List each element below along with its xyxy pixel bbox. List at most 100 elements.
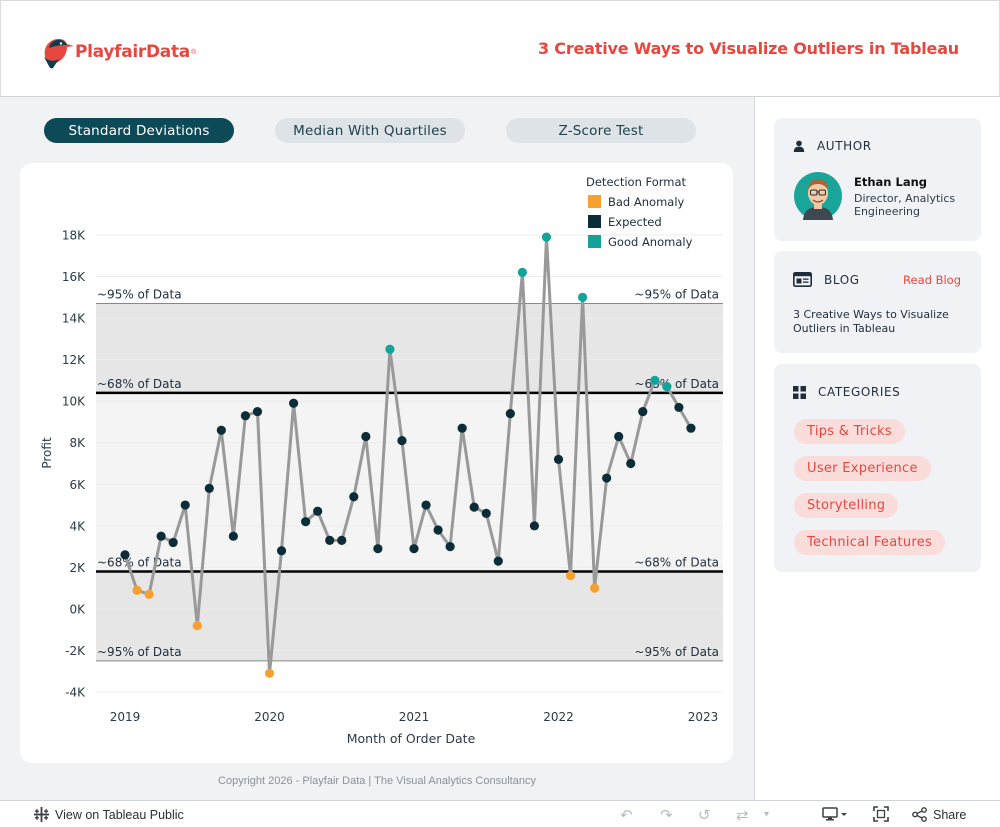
band-label-right: ~95% of Data	[634, 645, 719, 659]
data-point-good-anomaly[interactable]	[662, 382, 672, 392]
dashboard-main: Standard Deviations Median With Quartile…	[0, 97, 754, 800]
author-card: AUTHOR Ethan Lang Director, Analytics En…	[774, 118, 981, 241]
data-point-good-anomaly[interactable]	[577, 292, 588, 302]
band-label-right: ~95% of Data	[634, 288, 719, 302]
avatar[interactable]	[794, 172, 842, 220]
legend-swatch[interactable]	[588, 215, 601, 228]
data-point-bad-anomaly[interactable]	[565, 571, 576, 581]
data-point-expected[interactable]	[433, 525, 443, 535]
data-point-expected[interactable]	[481, 508, 491, 518]
tab-z-score-test[interactable]: Z-Score Test	[506, 118, 696, 143]
data-point-expected[interactable]	[337, 535, 347, 545]
data-point-bad-anomaly[interactable]	[132, 585, 142, 595]
data-point-expected[interactable]	[216, 425, 226, 435]
playfair-logo[interactable]: PlayfairData ®	[39, 31, 196, 73]
data-point-expected[interactable]	[674, 402, 684, 413]
data-point-expected[interactable]	[421, 500, 431, 510]
browser-window-icon	[793, 272, 812, 287]
data-point-expected[interactable]	[156, 531, 166, 541]
tab-standard-deviations[interactable]: Standard Deviations	[44, 118, 234, 143]
category-technical-features[interactable]: Technical Features	[794, 530, 946, 555]
data-point-expected[interactable]	[252, 406, 263, 417]
refresh-dropdown-chevron-icon[interactable]: ▾	[764, 809, 770, 820]
data-point-good-anomaly[interactable]	[385, 344, 395, 354]
data-point-expected[interactable]	[469, 502, 479, 512]
data-point-bad-anomaly[interactable]	[144, 589, 154, 599]
category-storytelling[interactable]: Storytelling	[794, 493, 899, 518]
data-point-expected[interactable]	[529, 521, 540, 531]
y-tick-label: 14K	[62, 312, 86, 326]
outlier-line-chart[interactable]: 18K 16K 14K 12K 10K 8K 6K 4K 2K 0K -2K -4K ~95% of D…	[20, 163, 733, 763]
data-point-expected[interactable]	[276, 546, 287, 556]
read-blog-link[interactable]: Read Blog	[903, 273, 961, 287]
refresh-icon[interactable]: ⇄	[736, 807, 749, 824]
data-point-expected[interactable]	[325, 535, 335, 545]
legend-item-label: Bad Anomaly	[608, 195, 685, 209]
data-point-expected[interactable]	[228, 531, 238, 541]
blog-title: 3 Creative Ways to Visualize Outliers in…	[793, 308, 949, 335]
author-role: Director, Analytics Engineering	[854, 192, 956, 218]
view-on-tableau-public-label: View on Tableau Public	[55, 807, 184, 822]
device-preview-icon[interactable]	[822, 807, 848, 822]
category-user-experience[interactable]: User Experience	[794, 456, 931, 481]
categories-heading: CATEGORIES	[793, 385, 900, 399]
x-axis-title: Month of Order Date	[347, 731, 476, 746]
fullscreen-icon[interactable]	[873, 806, 889, 822]
data-point-expected[interactable]	[240, 411, 251, 421]
page-title: 3 Creative Ways to Visualize Outliers in…	[537, 39, 959, 58]
data-point-expected[interactable]	[397, 436, 407, 446]
tab-median-with-quartiles[interactable]: Median With Quartiles	[275, 118, 465, 143]
profit-series-line	[123, 235, 693, 675]
data-point-expected[interactable]	[361, 431, 371, 442]
category-tips-and-tricks[interactable]: Tips & Tricks	[794, 419, 905, 444]
data-point-expected[interactable]	[288, 398, 299, 408]
data-point-expected[interactable]	[457, 423, 467, 433]
data-point-expected[interactable]	[301, 517, 311, 527]
data-point-expected[interactable]	[553, 454, 564, 464]
data-point-expected[interactable]	[168, 537, 178, 548]
y-tick-label: 16K	[62, 270, 86, 284]
data-point-expected[interactable]	[638, 406, 648, 417]
data-point-bad-anomaly[interactable]	[192, 620, 202, 631]
data-point-expected[interactable]	[445, 541, 455, 552]
data-point-expected[interactable]	[602, 473, 612, 483]
legend-item-label: Expected	[608, 215, 662, 229]
y-tick-label: -2K	[65, 644, 86, 658]
legend-swatch[interactable]	[588, 195, 601, 208]
data-point-expected[interactable]	[120, 550, 130, 560]
revert-icon[interactable]: ↺	[698, 807, 711, 824]
chart-card: 18K 16K 14K 12K 10K 8K 6K 4K 2K 0K -2K -4K ~95% of D…	[20, 163, 733, 763]
data-point-bad-anomaly[interactable]	[590, 583, 600, 593]
data-point-good-anomaly[interactable]	[541, 232, 552, 242]
data-point-expected[interactable]	[409, 544, 419, 554]
data-point-good-anomaly[interactable]	[517, 267, 527, 277]
author-name: Ethan Lang	[854, 175, 927, 189]
redo-icon[interactable]: ↷	[660, 807, 673, 824]
legend-item-label: Good Anomaly	[608, 235, 693, 249]
data-point-expected[interactable]	[493, 556, 503, 566]
x-tick-label: 2020	[254, 710, 285, 724]
data-point-expected[interactable]	[505, 409, 515, 419]
data-point-expected[interactable]	[626, 458, 636, 469]
data-point-expected[interactable]	[349, 492, 359, 502]
data-point-expected[interactable]	[204, 483, 214, 494]
data-point-expected[interactable]	[313, 506, 323, 516]
data-point-bad-anomaly[interactable]	[264, 668, 275, 678]
y-tick-label: 18K	[62, 229, 86, 243]
x-tick-label: 2021	[399, 710, 430, 724]
x-tick-label: 2022	[543, 710, 574, 724]
y-tick-label: 0K	[69, 602, 86, 616]
share-button[interactable]: Share	[912, 807, 966, 822]
data-point-expected[interactable]	[180, 500, 190, 510]
data-point-good-anomaly[interactable]	[650, 375, 660, 386]
blog-heading-label: BLOG	[824, 272, 860, 287]
share-icon	[912, 807, 927, 822]
legend-title: Detection Format	[586, 175, 687, 189]
legend-swatch[interactable]	[588, 235, 601, 248]
data-point-expected[interactable]	[686, 423, 696, 433]
data-point-expected[interactable]	[614, 431, 624, 442]
undo-icon[interactable]: ↶	[620, 807, 633, 824]
view-on-tableau-public-link[interactable]: View on Tableau Public	[34, 807, 184, 822]
kingfisher-logo-icon	[44, 38, 74, 69]
data-point-expected[interactable]	[373, 544, 383, 554]
